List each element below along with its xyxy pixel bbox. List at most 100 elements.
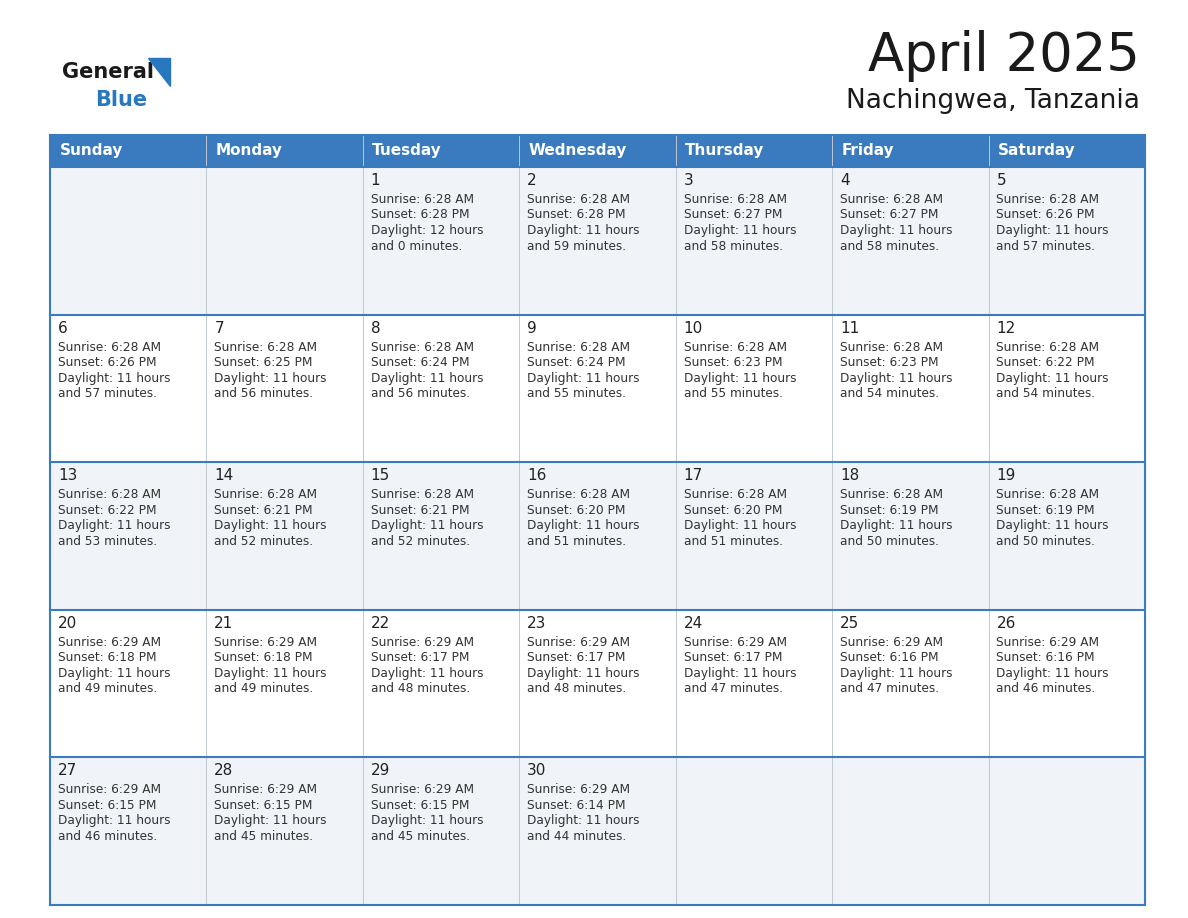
Text: Sunset: 6:21 PM: Sunset: 6:21 PM (214, 504, 312, 517)
Text: Daylight: 11 hours: Daylight: 11 hours (840, 224, 953, 237)
Text: and 49 minutes.: and 49 minutes. (214, 682, 314, 695)
Bar (50, 167, 207, 315)
Bar (362, 462, 519, 610)
Polygon shape (148, 58, 170, 86)
Text: 30: 30 (527, 764, 546, 778)
Text: Sunset: 6:17 PM: Sunset: 6:17 PM (527, 651, 626, 665)
Text: Daylight: 11 hours: Daylight: 11 hours (527, 666, 639, 680)
Text: Sunset: 6:26 PM: Sunset: 6:26 PM (58, 356, 157, 369)
Text: Sunset: 6:14 PM: Sunset: 6:14 PM (527, 799, 626, 812)
Text: Daylight: 11 hours: Daylight: 11 hours (840, 520, 953, 532)
Text: Sunrise: 6:28 AM: Sunrise: 6:28 AM (840, 341, 943, 353)
Bar (676, 610, 832, 757)
Text: Sunset: 6:20 PM: Sunset: 6:20 PM (683, 504, 782, 517)
Text: Daylight: 11 hours: Daylight: 11 hours (58, 814, 170, 827)
Text: and 54 minutes.: and 54 minutes. (840, 387, 939, 400)
Text: 29: 29 (371, 764, 390, 778)
Text: Sunrise: 6:29 AM: Sunrise: 6:29 AM (371, 783, 474, 797)
Text: Sunset: 6:19 PM: Sunset: 6:19 PM (997, 504, 1095, 517)
Bar (362, 757, 519, 905)
Text: and 46 minutes.: and 46 minutes. (58, 830, 157, 843)
Text: Daylight: 11 hours: Daylight: 11 hours (997, 224, 1108, 237)
Text: Sunrise: 6:28 AM: Sunrise: 6:28 AM (840, 193, 943, 206)
Bar (988, 167, 1145, 315)
Text: 13: 13 (58, 468, 77, 483)
Text: Daylight: 11 hours: Daylight: 11 hours (840, 372, 953, 385)
Text: Sunset: 6:22 PM: Sunset: 6:22 PM (58, 504, 157, 517)
Text: Daylight: 11 hours: Daylight: 11 hours (997, 372, 1108, 385)
Text: 21: 21 (214, 616, 234, 631)
Bar (519, 315, 676, 462)
Text: 1: 1 (371, 173, 380, 188)
Text: Sunset: 6:28 PM: Sunset: 6:28 PM (527, 208, 626, 221)
Text: Daylight: 11 hours: Daylight: 11 hours (527, 224, 639, 237)
Bar (519, 610, 676, 757)
Bar (676, 315, 832, 462)
Text: and 48 minutes.: and 48 minutes. (527, 682, 626, 695)
Text: Sunrise: 6:28 AM: Sunrise: 6:28 AM (997, 488, 1099, 501)
Bar (50, 462, 207, 610)
Text: Sunrise: 6:29 AM: Sunrise: 6:29 AM (527, 636, 630, 649)
Text: and 0 minutes.: and 0 minutes. (371, 240, 462, 252)
Bar (519, 757, 676, 905)
Text: Blue: Blue (95, 90, 147, 110)
Bar (676, 757, 832, 905)
Text: Sunday: Sunday (59, 143, 122, 159)
Text: Sunset: 6:21 PM: Sunset: 6:21 PM (371, 504, 469, 517)
Text: 3: 3 (683, 173, 694, 188)
Text: Saturday: Saturday (998, 143, 1075, 159)
Text: and 55 minutes.: and 55 minutes. (527, 387, 626, 400)
Text: Sunrise: 6:29 AM: Sunrise: 6:29 AM (58, 783, 160, 797)
Text: Daylight: 11 hours: Daylight: 11 hours (58, 666, 170, 680)
Bar (832, 462, 988, 610)
Text: Sunrise: 6:28 AM: Sunrise: 6:28 AM (371, 193, 474, 206)
Text: Sunrise: 6:28 AM: Sunrise: 6:28 AM (371, 488, 474, 501)
Text: Daylight: 11 hours: Daylight: 11 hours (58, 520, 170, 532)
Text: Wednesday: Wednesday (529, 143, 627, 159)
Text: Sunrise: 6:28 AM: Sunrise: 6:28 AM (527, 488, 630, 501)
Text: 18: 18 (840, 468, 859, 483)
Text: Sunrise: 6:28 AM: Sunrise: 6:28 AM (527, 341, 630, 353)
Text: 14: 14 (214, 468, 234, 483)
Text: and 58 minutes.: and 58 minutes. (683, 240, 783, 252)
Text: Sunset: 6:27 PM: Sunset: 6:27 PM (840, 208, 939, 221)
Bar (362, 610, 519, 757)
Bar (832, 167, 988, 315)
Bar (362, 167, 519, 315)
Text: Sunset: 6:15 PM: Sunset: 6:15 PM (214, 799, 312, 812)
Text: and 57 minutes.: and 57 minutes. (997, 240, 1095, 252)
Text: 11: 11 (840, 320, 859, 336)
Text: Daylight: 11 hours: Daylight: 11 hours (214, 666, 327, 680)
Text: and 47 minutes.: and 47 minutes. (683, 682, 783, 695)
Text: Sunrise: 6:29 AM: Sunrise: 6:29 AM (214, 783, 317, 797)
Text: Daylight: 12 hours: Daylight: 12 hours (371, 224, 484, 237)
Text: and 53 minutes.: and 53 minutes. (58, 534, 157, 548)
Text: Sunrise: 6:28 AM: Sunrise: 6:28 AM (840, 488, 943, 501)
Text: Daylight: 11 hours: Daylight: 11 hours (997, 520, 1108, 532)
Text: Sunrise: 6:29 AM: Sunrise: 6:29 AM (527, 783, 630, 797)
Text: Sunrise: 6:28 AM: Sunrise: 6:28 AM (214, 488, 317, 501)
Bar (832, 610, 988, 757)
Text: Daylight: 11 hours: Daylight: 11 hours (214, 520, 327, 532)
Text: 22: 22 (371, 616, 390, 631)
Text: Sunset: 6:26 PM: Sunset: 6:26 PM (997, 208, 1095, 221)
Bar (676, 462, 832, 610)
Text: Sunset: 6:20 PM: Sunset: 6:20 PM (527, 504, 626, 517)
Text: and 56 minutes.: and 56 minutes. (214, 387, 314, 400)
Text: Sunset: 6:15 PM: Sunset: 6:15 PM (371, 799, 469, 812)
Text: Sunset: 6:27 PM: Sunset: 6:27 PM (683, 208, 782, 221)
Text: 24: 24 (683, 616, 703, 631)
Text: Sunrise: 6:28 AM: Sunrise: 6:28 AM (997, 341, 1099, 353)
Text: and 46 minutes.: and 46 minutes. (997, 682, 1095, 695)
Text: 15: 15 (371, 468, 390, 483)
Text: Monday: Monday (216, 143, 283, 159)
Text: Sunrise: 6:28 AM: Sunrise: 6:28 AM (214, 341, 317, 353)
Text: 26: 26 (997, 616, 1016, 631)
Bar (50, 610, 207, 757)
Text: Sunset: 6:15 PM: Sunset: 6:15 PM (58, 799, 156, 812)
Text: Sunset: 6:16 PM: Sunset: 6:16 PM (997, 651, 1095, 665)
Text: and 51 minutes.: and 51 minutes. (683, 534, 783, 548)
Text: 25: 25 (840, 616, 859, 631)
Text: Sunset: 6:28 PM: Sunset: 6:28 PM (371, 208, 469, 221)
Bar (676, 135, 832, 167)
